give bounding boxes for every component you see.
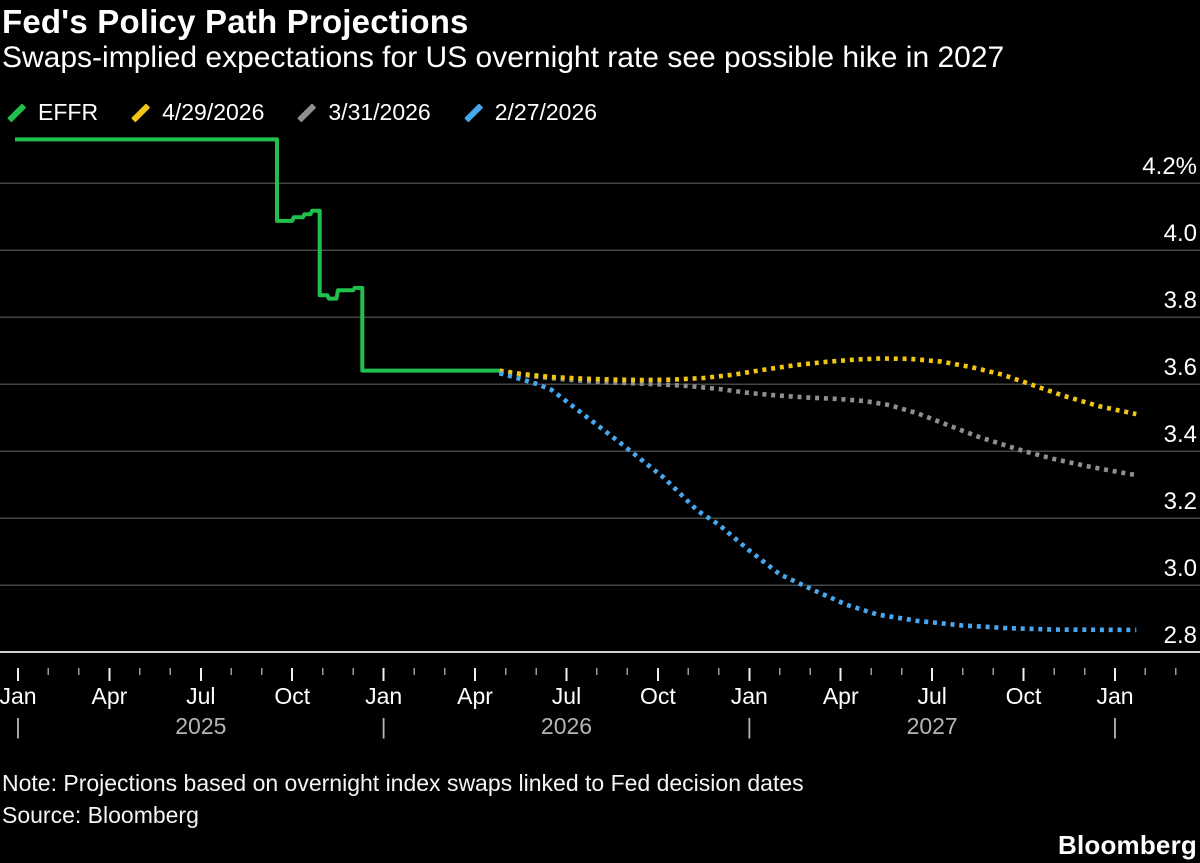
x-axis-label: Apr xyxy=(92,683,128,709)
year-label: 2026 xyxy=(541,713,592,739)
year-start-marker: | xyxy=(1112,714,1118,739)
series-line-2-27-2026 xyxy=(498,371,1137,633)
legend-item-mar-projection: 3/31/2026 xyxy=(296,99,431,126)
series-line-4-29-2026 xyxy=(499,356,1137,417)
x-axis-label: Jul xyxy=(186,683,215,709)
x-axis-label: Oct xyxy=(274,683,310,709)
chart-note: Note: Projections based on overnight ind… xyxy=(2,770,804,796)
legend-item-feb-projection: 2/27/2026 xyxy=(463,99,597,126)
y-axis-label: 2.8 xyxy=(1164,622,1197,649)
series-line-3-31-2026 xyxy=(499,369,1137,478)
legend-item-apr-projection: 4/29/2026 xyxy=(130,99,264,126)
series-line-EFFR xyxy=(15,137,500,373)
x-axis-label: Oct xyxy=(1006,683,1042,709)
page-subtitle: Swaps-implied expectations for US overni… xyxy=(2,41,1005,74)
legend-label: 3/31/2026 xyxy=(328,99,431,125)
year-label: 2025 xyxy=(175,713,226,739)
x-axis-label: Jan xyxy=(1096,683,1133,709)
x-axis-label: Oct xyxy=(640,683,676,709)
x-axis-label: Jul xyxy=(552,683,581,709)
year-label: 2027 xyxy=(907,713,958,739)
bloomberg-logo: Bloomberg xyxy=(1057,830,1197,860)
y-axis-label: 3.4 xyxy=(1164,421,1197,448)
legend-label: 2/27/2026 xyxy=(494,99,598,125)
legend-item-effr: EFFR xyxy=(6,99,98,126)
y-axis-label: 4.0 xyxy=(1164,220,1197,247)
y-axis-label: 3.8 xyxy=(1164,287,1197,314)
y-axis-label: 3.6 xyxy=(1164,354,1197,381)
page-title: Fed's Policy Path Projections xyxy=(2,3,469,40)
chart-source: Source: Bloomberg xyxy=(2,802,199,828)
x-axis-label: Jan xyxy=(0,683,37,709)
legend-label: EFFR xyxy=(38,99,99,125)
x-axis-label: Apr xyxy=(823,683,859,709)
x-axis-label: Jan xyxy=(731,683,768,709)
y-axis-label: 3.0 xyxy=(1164,555,1197,582)
y-axis-label: 3.2 xyxy=(1164,488,1197,515)
year-start-marker: | xyxy=(381,714,387,739)
legend-label: 4/29/2026 xyxy=(162,99,265,125)
legend: EFFR 4/29/2026 3/31/2026 2/27/2026 xyxy=(6,99,597,126)
x-axis-label: Jan xyxy=(365,683,402,709)
year-start-marker: | xyxy=(15,714,21,739)
y-axis-label: 4.2% xyxy=(1142,153,1197,180)
x-axis-label: Jul xyxy=(917,683,946,709)
year-start-marker: | xyxy=(746,714,752,739)
x-axis-label: Apr xyxy=(457,683,493,709)
